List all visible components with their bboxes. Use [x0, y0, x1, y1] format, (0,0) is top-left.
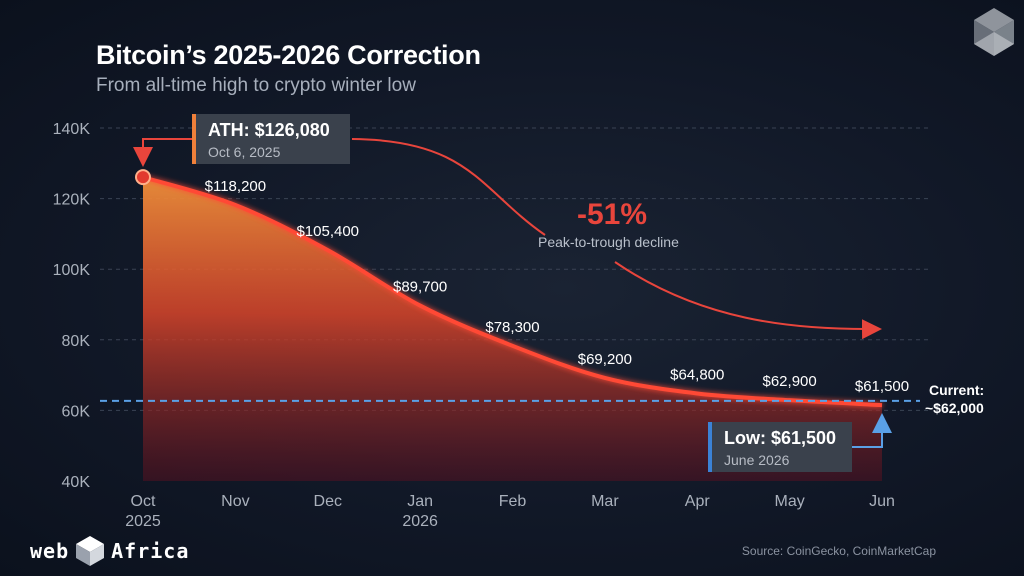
data-label: $61,500 [855, 378, 909, 395]
x-tick-label: Nov [221, 493, 249, 510]
data-label: $105,400 [296, 223, 359, 240]
ath-date: Oct 6, 2025 [208, 144, 281, 160]
data-label: $89,700 [393, 279, 447, 296]
x-tick-label: Mar [591, 493, 619, 510]
low-date: June 2026 [724, 452, 790, 468]
decline-arrow [351, 138, 878, 329]
series-line [142, 175, 883, 408]
data-label: $118,200 [205, 178, 266, 195]
x-tick-label: May [775, 493, 805, 510]
brand-logo: web Africa [30, 534, 189, 568]
y-axis: 40K 60K 80K 100K 120K 140K [53, 121, 91, 491]
x-tick-label: Apr [685, 493, 711, 510]
y-tick-label: 40K [62, 474, 91, 491]
y-tick-label: 80K [62, 333, 91, 350]
x-tick-label: Feb [499, 493, 527, 510]
data-label: $62,900 [763, 373, 817, 390]
cube-icon [76, 536, 105, 566]
x-tick-label: Oct [131, 493, 156, 510]
decline-label: Peak-to-trough decline [538, 234, 679, 250]
x-tick-label: Jan [407, 493, 433, 510]
data-label: $64,800 [670, 366, 724, 383]
current-label-line2: ~$62,000 [925, 400, 984, 416]
y-tick-label: 60K [62, 403, 91, 420]
ath-title: ATH: $126,080 [208, 120, 330, 140]
low-title: Low: $61,500 [724, 428, 837, 448]
area-fill [143, 177, 882, 481]
data-label: $78,300 [485, 319, 539, 336]
ath-connector-arrow [133, 138, 192, 167]
y-tick-label: 100K [53, 262, 91, 279]
ath-marker [135, 169, 151, 186]
x-tick-label: Dec [314, 493, 342, 510]
y-tick-label: 120K [53, 192, 91, 209]
low-connector-arrow [852, 413, 892, 448]
chart-subtitle: From all-time high to crypto winter low [96, 75, 416, 96]
data-labels: $118,200 $105,400 $89,700 $78,300 $69,200 $64… [205, 178, 909, 395]
data-label: $69,200 [578, 351, 632, 368]
y-tick-label: 140K [53, 121, 91, 138]
x-tick-label: 2026 [402, 513, 438, 530]
x-tick-label: Jun [869, 493, 895, 510]
chart-title: Bitcoin’s 2025-2026 Correction [96, 40, 481, 70]
x-axis: Oct 2025 Nov Dec Jan 2026 Feb Mar Apr May Jun [125, 493, 895, 530]
source-note: Source: CoinGecko, CoinMarketCap [741, 544, 936, 558]
brand-left-text: web [30, 539, 70, 563]
corner-cube-icon [974, 8, 1014, 56]
current-price-label: Current: ~$62,000 [925, 381, 984, 417]
current-label-line1: Current: [929, 382, 985, 398]
brand-right-text: Africa [111, 539, 190, 563]
decline-percent: -51% [577, 198, 648, 231]
x-tick-label: 2025 [125, 513, 161, 530]
low-callout: Low: $61,500 June 2026 [708, 422, 852, 472]
ath-callout: ATH: $126,080 Oct 6, 2025 [192, 114, 350, 164]
